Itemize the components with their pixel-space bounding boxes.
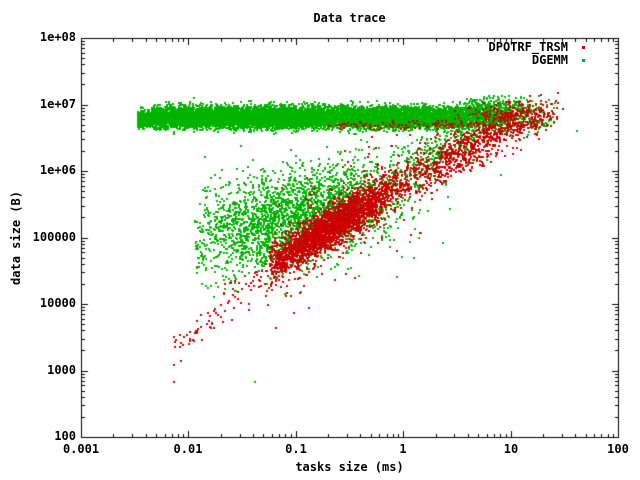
x-tick-label: 0.01 bbox=[173, 442, 203, 456]
legend-marker-dot bbox=[582, 46, 585, 49]
x-axis-label: tasks size (ms) bbox=[295, 460, 404, 474]
x-tick-label: 0.001 bbox=[62, 442, 100, 456]
x-tick-label: 0.1 bbox=[285, 442, 307, 456]
y-tick-label: 1000 bbox=[47, 363, 76, 377]
legend-label: DGEMM bbox=[531, 53, 568, 67]
x-tick-label: 10 bbox=[503, 442, 519, 456]
legend-label: DPOTRF_TRSM bbox=[488, 40, 568, 54]
y-tick-label: 1e+07 bbox=[39, 97, 76, 111]
x-tick-label: 100 bbox=[607, 442, 629, 456]
y-tick-label: 10000 bbox=[39, 296, 76, 310]
legend-entry: DGEMM bbox=[532, 54, 585, 67]
chart-title: Data trace bbox=[313, 11, 386, 25]
legend-marker-dot bbox=[582, 59, 585, 62]
y-tick-label: 1e+06 bbox=[39, 163, 76, 177]
legend-entry: DPOTRF_TRSM bbox=[489, 41, 585, 54]
y-tick-label: 1e+08 bbox=[39, 30, 76, 44]
x-tick-label: 1 bbox=[399, 442, 407, 456]
y-tick-label: 100 bbox=[54, 429, 76, 443]
y-tick-label: 100000 bbox=[32, 230, 76, 244]
